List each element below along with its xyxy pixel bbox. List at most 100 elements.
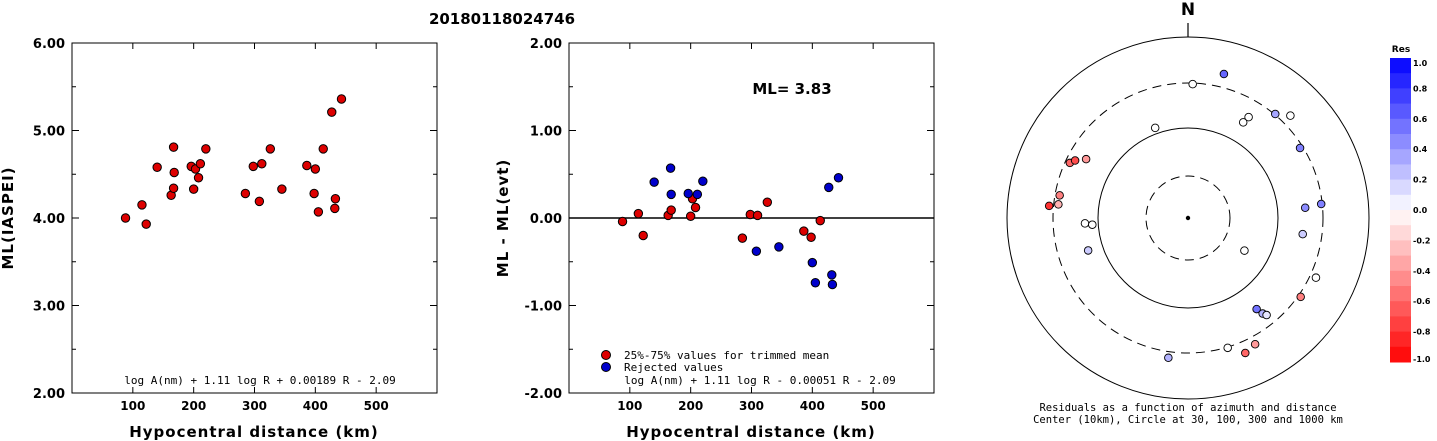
residual-colorbar: Res 1.0 0.8 0.6 0.4 0.2 0.0 -0.2 -0.4 -0.6 -0.8 -1…	[1390, 45, 1431, 364]
trimmed-residual-point	[633, 208, 644, 219]
ml-data-point	[310, 164, 321, 174]
trimmed-residual-point	[752, 210, 763, 221]
event-ml-value: ML= 3.83	[752, 80, 831, 98]
colorbar-cell	[1390, 240, 1411, 257]
trimmed-residual-point	[762, 197, 773, 207]
station-residual-point	[1316, 199, 1326, 209]
residual-x-ticks: 100 200 300 400 500	[617, 43, 886, 413]
ml-data-point	[302, 160, 312, 171]
station-residual-point	[1300, 203, 1310, 212]
station-residual-point	[1083, 246, 1093, 255]
ml-vs-distance-panel: 100 200 300 400 500 2.00 3.00 4.00 5.00 6.00 Hyp…	[0, 37, 438, 441]
rejected-residual-point	[833, 173, 844, 183]
colorbar-tick-label: 0.4	[1413, 145, 1428, 154]
ml-data-point	[137, 200, 147, 210]
station-residual-point	[1223, 343, 1232, 353]
residual-points	[617, 163, 844, 290]
rejected-residual-point	[665, 163, 676, 173]
residual-x-tick-label: 300	[739, 399, 764, 413]
rejected-residual-point	[692, 189, 703, 200]
residual-vs-distance-panel: 100 200 300 400 500 -2.00 -1.00 0.00 1.00 2.00 M…	[494, 37, 935, 441]
trimmed-residual-point	[685, 211, 696, 221]
colorbar-cell	[1390, 73, 1411, 89]
residual-x-tick-label: 400	[800, 399, 825, 413]
legend-rejected-marker	[601, 362, 611, 372]
ml-data-point	[169, 167, 179, 178]
station-residual-point	[1295, 143, 1305, 153]
ml-data-point	[120, 213, 131, 223]
ml-y-tick-label: 2.00	[33, 387, 65, 402]
residual-x-tick-label: 100	[617, 399, 642, 413]
trimmed-residual-point	[617, 216, 628, 227]
ml-y-tick-label: 3.00	[33, 300, 65, 315]
colorbar-cell	[1390, 225, 1411, 241]
ml-x-tick-label: 100	[120, 399, 145, 413]
polar-caption-line2: Center (10km), Circle at 30, 100, 300 an…	[1033, 414, 1343, 426]
rejected-residual-point	[807, 257, 818, 268]
rejected-residual-point	[751, 246, 762, 256]
circle-100km	[1097, 127, 1279, 309]
station-residual-point	[1250, 340, 1260, 349]
station-residual-point	[1298, 229, 1307, 239]
azimuth-residual-panel: N Residuals as a function of azimuth and…	[1006, 0, 1370, 426]
residual-y-tick-label: 2.00	[530, 37, 562, 52]
colorbar-cell	[1390, 149, 1411, 165]
north-label: N	[1181, 0, 1195, 20]
trimmed-residual-point	[806, 232, 816, 242]
trimmed-residual-point	[690, 202, 701, 213]
colorbar-tick-label: 0.0	[1413, 206, 1428, 215]
station-residual-point	[1188, 79, 1197, 89]
ml-data-point	[168, 142, 179, 152]
station-residual-point	[1219, 69, 1229, 79]
colorbar-cell	[1390, 179, 1411, 196]
ml-data-point	[152, 162, 162, 172]
residual-y-tick-label: 0.00	[530, 212, 562, 227]
ml-data-point	[318, 144, 328, 154]
ml-x-axis-label: Hypocentral distance (km)	[129, 423, 379, 441]
ml-data-point	[309, 188, 319, 199]
ml-data-point	[330, 203, 340, 214]
station-residual-point	[1311, 273, 1321, 282]
colorbar-cell	[1390, 118, 1411, 135]
page-title: 20180118024746	[429, 10, 575, 28]
ml-data-point	[257, 159, 267, 169]
rejected-residual-point	[827, 270, 837, 280]
residual-y-ticks: -2.00 -1.00 0.00 1.00 2.00	[525, 37, 934, 402]
colorbar-cell	[1390, 346, 1411, 363]
station-residual-point	[1286, 111, 1295, 120]
colorbar-cell	[1390, 164, 1411, 181]
trimmed-residual-point	[815, 215, 825, 226]
station-residual-point	[1252, 304, 1261, 314]
colorbar-cell	[1390, 255, 1411, 272]
ml-data-point	[193, 173, 204, 183]
ml-x-tick-label: 200	[181, 399, 206, 413]
residual-y-tick-label: 1.00	[530, 125, 562, 140]
rejected-residual-point	[649, 177, 659, 187]
trimmed-residual-point	[666, 205, 676, 215]
colorbar-cell	[1390, 286, 1411, 302]
ml-data-point	[188, 184, 199, 194]
colorbar-tick-label: -0.8	[1413, 328, 1431, 337]
colorbar-title: Res	[1392, 45, 1410, 55]
rejected-residual-point	[827, 279, 838, 290]
ml-data-point	[201, 144, 211, 154]
ml-data-point	[195, 159, 206, 169]
station-residual-point	[1296, 292, 1305, 302]
residual-x-tick-label: 200	[678, 399, 703, 413]
ml-data-point	[330, 194, 341, 204]
ml-data-point	[141, 219, 151, 229]
station-residual-point	[1081, 154, 1091, 164]
ml-x-ticks: 100 200 300 400 500	[120, 43, 389, 413]
ml-data-point	[254, 196, 265, 207]
colorbar-tick-label: 0.6	[1413, 115, 1428, 124]
trimmed-residual-point	[737, 233, 748, 243]
ml-data-point	[336, 94, 347, 104]
station-residual-point	[1054, 200, 1063, 209]
ml-y-tick-label: 6.00	[33, 37, 65, 52]
legend-trimmed-marker	[601, 350, 611, 360]
ml-y-tick-label: 4.00	[33, 212, 65, 227]
station-residual-point	[1044, 201, 1054, 211]
rejected-residual-point	[774, 242, 784, 252]
ml-x-tick-label: 500	[364, 399, 389, 413]
